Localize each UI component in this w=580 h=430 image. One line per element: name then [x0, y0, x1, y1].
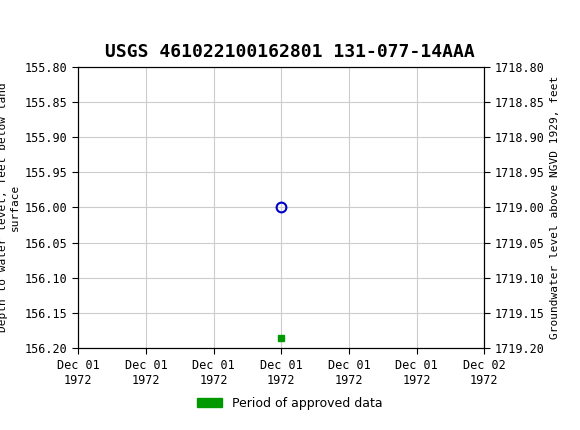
Y-axis label: Depth to water level, feet below land
surface: Depth to water level, feet below land su…	[0, 83, 20, 332]
Text: USGS 461022100162801 131-077-14AAA: USGS 461022100162801 131-077-14AAA	[105, 43, 475, 61]
Y-axis label: Groundwater level above NGVD 1929, feet: Groundwater level above NGVD 1929, feet	[550, 76, 560, 339]
Legend: Period of approved data: Period of approved data	[192, 392, 388, 415]
Text: USGS: USGS	[75, 12, 139, 33]
